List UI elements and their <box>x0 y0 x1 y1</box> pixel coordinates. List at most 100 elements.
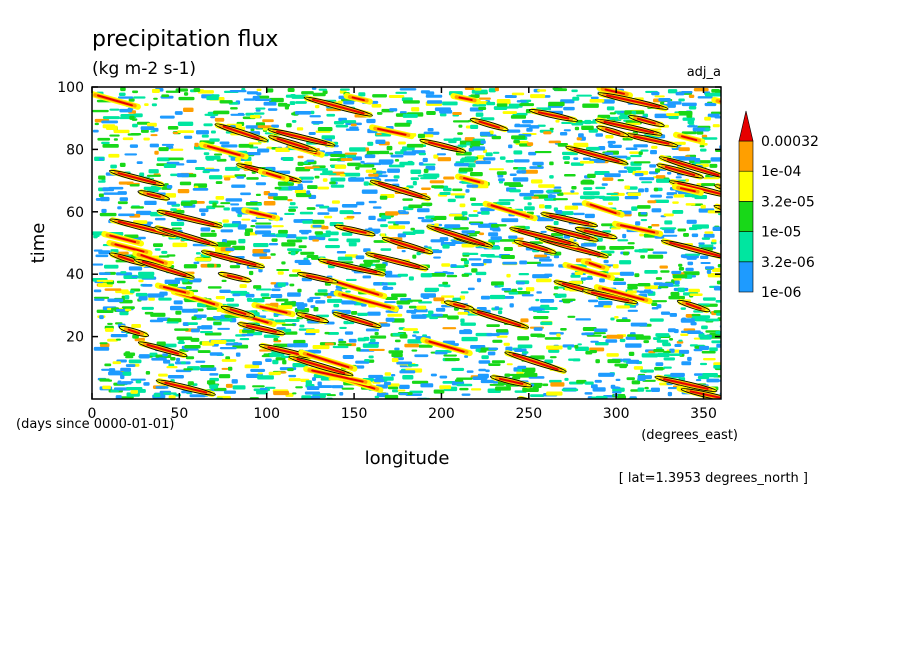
field-cell <box>295 101 307 104</box>
field-cell <box>523 372 538 377</box>
field-cell <box>219 100 233 104</box>
field-cell <box>241 218 251 221</box>
streak-core <box>583 229 609 237</box>
field-cell <box>129 290 135 294</box>
contour-line <box>513 240 557 254</box>
field-cell <box>194 257 212 261</box>
field-cell <box>213 322 222 325</box>
field-cell <box>183 107 194 113</box>
field-cell <box>629 151 639 155</box>
x-tick-label: 200 <box>428 406 455 422</box>
field-cell <box>235 352 241 357</box>
field-cell <box>344 331 354 335</box>
field-cell <box>466 184 479 188</box>
field-cell <box>367 141 374 146</box>
field-cell <box>195 130 209 135</box>
field-cell <box>556 333 561 337</box>
field-cell <box>663 213 674 217</box>
field-cell <box>293 248 302 252</box>
streak-core <box>306 353 350 369</box>
field-cell <box>148 297 155 301</box>
contour-line <box>528 109 579 122</box>
streak-core <box>311 98 365 115</box>
field-cell <box>365 169 377 173</box>
field-cell <box>514 123 521 127</box>
field-cell <box>380 224 388 228</box>
field-cell <box>121 306 135 310</box>
field-cell <box>119 396 134 399</box>
streak-core <box>633 135 670 145</box>
field-cell <box>538 184 555 188</box>
field-cell <box>433 256 441 259</box>
field-cell <box>364 154 376 159</box>
field-cell <box>296 127 304 131</box>
field-cell <box>413 308 428 313</box>
field-cell <box>711 239 717 243</box>
field-cell <box>604 173 621 178</box>
streak-core <box>114 243 145 253</box>
field-cell <box>606 192 618 196</box>
field-cell <box>209 138 220 142</box>
streak-core <box>140 254 164 264</box>
field-cell <box>501 287 512 291</box>
field-cell <box>245 112 254 116</box>
field-cell <box>651 91 660 96</box>
field-cell <box>215 195 225 200</box>
field-cell <box>655 175 666 179</box>
field-cell <box>472 146 486 151</box>
field-cell <box>110 334 128 338</box>
field-cell <box>305 329 320 334</box>
field-cell <box>421 219 434 223</box>
field-cell <box>343 172 361 177</box>
field-cell <box>609 112 616 115</box>
field-cell <box>192 188 209 191</box>
field-cell <box>454 194 465 199</box>
streak-core <box>619 224 656 234</box>
field-cell <box>483 259 492 264</box>
field-cell <box>195 252 201 255</box>
field-cell <box>250 128 255 132</box>
streak-core <box>304 314 321 321</box>
field-cell <box>584 213 595 219</box>
field-cell <box>387 221 398 224</box>
field-cell <box>430 239 445 243</box>
field-cell <box>369 338 376 343</box>
field-cell <box>115 272 133 276</box>
field-cell <box>322 178 328 182</box>
field-cell <box>132 334 139 339</box>
field-cell <box>624 195 639 200</box>
field-cell <box>98 175 106 180</box>
field-cell <box>488 363 501 366</box>
field-cell <box>686 256 697 260</box>
field-cell <box>220 202 231 205</box>
field-cell <box>164 279 181 285</box>
field-cell <box>443 187 452 192</box>
field-cell <box>559 211 574 216</box>
field-cell <box>448 139 457 144</box>
field-cell <box>488 347 499 351</box>
field-cell <box>633 161 651 164</box>
field-cell <box>465 189 470 193</box>
field-cell <box>451 367 465 371</box>
field-cell <box>367 311 381 316</box>
field-cell <box>587 173 596 178</box>
field-cell <box>162 353 168 357</box>
contour-line <box>137 190 170 201</box>
contour-line <box>369 180 431 200</box>
field-cell <box>543 273 553 277</box>
field-cell <box>528 307 543 311</box>
field-cell <box>516 281 526 285</box>
field-cell <box>161 143 174 146</box>
field-cell <box>682 117 695 121</box>
field-cell <box>255 225 272 229</box>
field-cell <box>128 359 142 364</box>
field-cell <box>688 94 695 98</box>
field-cell <box>461 336 478 342</box>
field-cell <box>221 144 238 148</box>
contour-line <box>365 252 429 271</box>
field-cell <box>488 239 501 243</box>
field-cell <box>627 309 639 312</box>
field-cell <box>608 202 613 205</box>
streak-core <box>603 120 655 134</box>
field-cell <box>612 264 619 269</box>
